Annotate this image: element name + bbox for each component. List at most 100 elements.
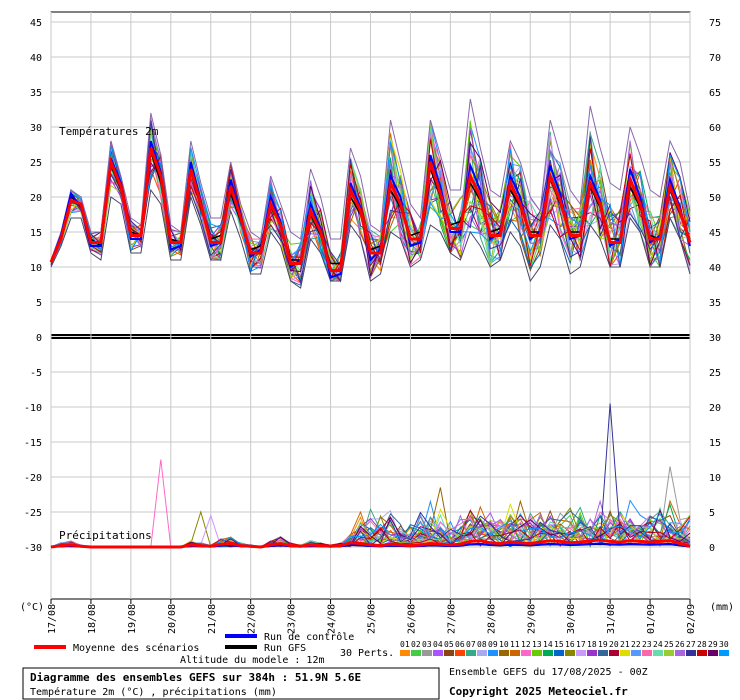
pert-legend-label: 06 bbox=[455, 640, 465, 649]
pert-legend-swatch bbox=[719, 650, 729, 656]
left-tick-label: -25 bbox=[24, 508, 42, 519]
perturbation-temperature-line bbox=[50, 117, 691, 285]
pert-legend-swatch bbox=[708, 650, 718, 656]
pert-legend-swatch bbox=[499, 650, 509, 656]
pert-legend-label: 22 bbox=[631, 640, 641, 649]
x-tick-label: 28/08 bbox=[486, 604, 497, 634]
pert-legend-label: 10 bbox=[499, 640, 509, 649]
left-tick-label: -20 bbox=[24, 473, 42, 484]
pert-legend-swatch bbox=[664, 650, 674, 656]
x-tick-label: 01/09 bbox=[646, 604, 657, 634]
x-tick-label: 26/08 bbox=[406, 604, 417, 634]
x-tick-label: 23/08 bbox=[287, 604, 298, 634]
pert-legend-label: 24 bbox=[653, 640, 663, 649]
right-tick-label: 15 bbox=[709, 438, 721, 449]
pert-legend-label: 18 bbox=[587, 640, 597, 649]
precipitation-panel-label: Précipitations bbox=[59, 529, 152, 542]
pert-legend-swatch bbox=[631, 650, 641, 656]
right-tick-label: 25 bbox=[709, 368, 721, 379]
pert-legend-swatch bbox=[587, 650, 597, 656]
right-tick-label: 0 bbox=[709, 543, 715, 554]
model-altitude: Altitude du modele : 12m bbox=[180, 655, 325, 666]
x-tick-label: 27/08 bbox=[446, 604, 457, 634]
diagram-subtitle: Température 2m (°C) , précipitations (mm… bbox=[30, 686, 277, 698]
pert-legend-label: 08 bbox=[477, 640, 487, 649]
right-tick-label: 30 bbox=[709, 333, 721, 344]
legend-control-label: Run de contrôle bbox=[264, 631, 354, 643]
x-tick-label: 25/08 bbox=[367, 604, 378, 634]
x-tick-label: 20/08 bbox=[167, 604, 178, 634]
pert-legend-swatch bbox=[686, 650, 696, 656]
pert-legend-label: 05 bbox=[444, 640, 454, 649]
pert-legend-swatch bbox=[532, 650, 542, 656]
pert-legend-swatch bbox=[609, 650, 619, 656]
left-tick-label: -15 bbox=[24, 438, 42, 449]
pert-legend-label: 11 bbox=[510, 640, 520, 649]
pert-legend-swatch bbox=[697, 650, 707, 656]
pert-legend-swatch bbox=[554, 650, 564, 656]
pert-legend-swatch bbox=[598, 650, 608, 656]
x-tick-label: 22/08 bbox=[247, 604, 258, 634]
pert-legend-swatch bbox=[477, 650, 487, 656]
left-tick-label: 15 bbox=[30, 228, 42, 239]
pert-legend-label: 17 bbox=[576, 640, 586, 649]
x-tick-label: 29/08 bbox=[526, 604, 537, 634]
legend-gfs-label: Run GFS bbox=[264, 643, 306, 654]
right-tick-label: 45 bbox=[709, 228, 721, 239]
pert-legend-label: 21 bbox=[620, 640, 630, 649]
right-tick-label: 60 bbox=[709, 123, 721, 134]
mean-temperature-line bbox=[49, 147, 692, 272]
left-tick-label: 45 bbox=[30, 18, 42, 29]
right-tick-label: 35 bbox=[709, 298, 721, 309]
pert-legend-swatch bbox=[444, 650, 454, 656]
pert-legend-swatch bbox=[576, 650, 586, 656]
left-tick-label: 5 bbox=[36, 298, 42, 309]
x-tick-label: 17/08 bbox=[47, 604, 58, 634]
left-tick-label: 10 bbox=[30, 263, 42, 274]
pert-legend-label: 03 bbox=[422, 640, 432, 649]
run-info: Ensemble GEFS du 17/08/2025 - 00Z bbox=[449, 667, 648, 678]
pert-legend-label: 16 bbox=[565, 640, 575, 649]
pert-legend-label: 04 bbox=[433, 640, 443, 649]
perturbation-legend: 01 02 03 04 05 06 07 08 09 10 11 12 13 14 15 16 17 18 19 20… bbox=[400, 640, 729, 656]
right-tick-label: 50 bbox=[709, 193, 721, 204]
left-tick-label: 0 bbox=[36, 333, 42, 344]
left-axis-ticks: 45 40 35 30 25 20 15 10 5 0 -5 -10 -15 -20 -25 -30 bbox=[24, 18, 42, 554]
pert-legend-label: 01 bbox=[400, 640, 410, 649]
pert-legend-swatch bbox=[565, 650, 575, 656]
x-tick-label: 24/08 bbox=[327, 604, 338, 634]
pert-legend-swatch bbox=[521, 650, 531, 656]
legend-mean-label: Moyenne des scénarios bbox=[73, 642, 199, 654]
pert-legend-label: 23 bbox=[642, 640, 652, 649]
pert-legend-label: 29 bbox=[708, 640, 718, 649]
left-tick-label: -5 bbox=[30, 368, 42, 379]
pert-legend-label: 27 bbox=[686, 640, 696, 649]
pert-legend-label: 30 bbox=[719, 640, 729, 649]
ensemble-min-line bbox=[50, 188, 691, 289]
pert-legend-swatch bbox=[433, 650, 443, 656]
pert-legend-label: 15 bbox=[554, 640, 564, 649]
ensemble-max-line bbox=[50, 98, 691, 261]
left-tick-label: -30 bbox=[24, 543, 42, 554]
left-tick-label: 25 bbox=[30, 158, 42, 169]
pert-legend-swatch bbox=[543, 650, 553, 656]
left-tick-label: 35 bbox=[30, 88, 42, 99]
pert-legend-swatch bbox=[488, 650, 498, 656]
right-tick-label: 10 bbox=[709, 473, 721, 484]
right-tick-label: 70 bbox=[709, 53, 721, 64]
pert-legend-label: 13 bbox=[532, 640, 542, 649]
diagram-title: Diagramme des ensembles GEFS sur 384h : … bbox=[30, 671, 361, 684]
x-tick-label: 31/08 bbox=[606, 604, 617, 634]
pert-legend-label: 09 bbox=[488, 640, 498, 649]
x-tick-label: 02/09 bbox=[686, 604, 697, 634]
right-tick-label: 20 bbox=[709, 403, 721, 414]
pert-legend-swatch bbox=[510, 650, 520, 656]
copyright: Copyright 2025 Meteociel.fr bbox=[449, 685, 628, 698]
pert-legend-label: 07 bbox=[466, 640, 476, 649]
left-tick-label: 30 bbox=[30, 123, 42, 134]
left-tick-label: -10 bbox=[24, 403, 42, 414]
pert-legend-label: 19 bbox=[598, 640, 608, 649]
right-tick-label: 65 bbox=[709, 88, 721, 99]
